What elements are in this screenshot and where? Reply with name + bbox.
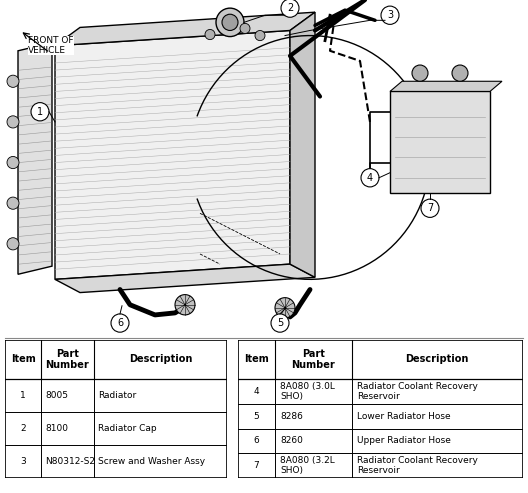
Text: 8A080 (3.2L
SHO): 8A080 (3.2L SHO) [280,456,335,475]
Text: Screw and Washer Assy: Screw and Washer Assy [98,457,205,466]
Polygon shape [18,43,52,274]
Polygon shape [55,12,315,46]
Circle shape [31,103,49,121]
Polygon shape [55,31,290,280]
Bar [390,91,490,193]
Circle shape [271,314,289,332]
Text: FRONT OF
VEHICLE: FRONT OF VEHICLE [28,35,73,55]
Circle shape [175,295,195,315]
Circle shape [255,31,265,40]
Text: 7: 7 [253,461,259,470]
Polygon shape [55,264,315,292]
Text: Description: Description [129,354,192,364]
Circle shape [381,6,399,24]
Text: 1: 1 [20,391,26,400]
Circle shape [421,199,439,217]
Text: Radiator Coolant Recovery
Reservoir: Radiator Coolant Recovery Reservoir [357,456,478,475]
Text: N80312-S2: N80312-S2 [45,457,95,466]
Text: 8A080 (3.0L
SHO): 8A080 (3.0L SHO) [280,382,335,401]
Text: 4: 4 [253,387,259,396]
Polygon shape [290,12,315,278]
Circle shape [216,8,244,36]
Text: 2: 2 [287,3,293,13]
Circle shape [111,314,129,332]
Text: 6: 6 [253,436,259,446]
Text: Radiator Cap: Radiator Cap [98,424,157,433]
Circle shape [281,0,299,17]
Text: 2: 2 [20,424,26,433]
Circle shape [412,65,428,81]
Text: Lower Radiator Hose: Lower Radiator Hose [357,412,451,421]
Circle shape [7,156,19,169]
Text: Upper Radiator Hose: Upper Radiator Hose [357,436,451,446]
Text: 4: 4 [367,173,373,183]
Text: 8286: 8286 [280,412,303,421]
Circle shape [7,116,19,128]
Circle shape [222,14,238,31]
Text: 1: 1 [37,107,43,117]
Text: Item: Item [11,354,35,364]
Bar [5,340,227,379]
Text: Item: Item [244,354,269,364]
Text: 8260: 8260 [280,436,303,446]
Circle shape [7,197,19,209]
Text: 8005: 8005 [45,391,68,400]
Circle shape [7,75,19,87]
Text: 6: 6 [117,318,123,328]
Circle shape [240,23,250,34]
Text: 3: 3 [20,457,26,466]
Text: Description: Description [406,354,469,364]
Text: 5: 5 [253,412,259,421]
Text: Radiator: Radiator [98,391,137,400]
Text: 8100: 8100 [45,424,68,433]
Circle shape [7,238,19,250]
Polygon shape [390,81,502,91]
Text: Part
Number: Part Number [45,349,89,370]
Circle shape [205,30,215,39]
Text: 7: 7 [427,203,433,213]
Circle shape [361,169,379,187]
Circle shape [275,298,295,318]
Bar [238,340,523,379]
Text: Radiator Coolant Recovery
Reservoir: Radiator Coolant Recovery Reservoir [357,382,478,401]
Circle shape [452,65,468,81]
Text: 5: 5 [277,318,283,328]
Text: Part
Number: Part Number [291,349,335,370]
Text: 3: 3 [387,10,393,20]
